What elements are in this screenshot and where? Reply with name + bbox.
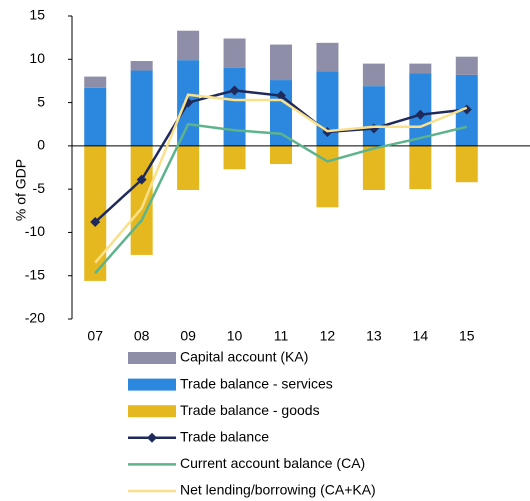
x-tick-label: 11 [274, 328, 289, 344]
x-tick-label: 15 [459, 328, 475, 344]
x-tick-label: 12 [320, 328, 336, 344]
y-tick-label: -15 [25, 266, 45, 282]
bar [270, 80, 292, 146]
bar [316, 42, 339, 72]
legend-swatch [128, 378, 176, 391]
y-tick-label: 5 [37, 93, 45, 109]
bar [409, 63, 432, 74]
legend-label: Net lending/borrowing (CA+KA) [180, 482, 376, 498]
bar [223, 145, 246, 170]
marker [147, 432, 157, 443]
bar [362, 86, 385, 146]
legend-label: Capital account (KA) [180, 349, 308, 365]
bar [316, 145, 339, 208]
legend-swatch [128, 405, 176, 418]
bar [130, 145, 153, 255]
x-tick-label: 09 [180, 328, 196, 344]
x-tick-label: 14 [413, 328, 429, 344]
bar [223, 38, 246, 68]
bar [455, 145, 478, 183]
marker [136, 174, 147, 185]
bar [84, 87, 107, 146]
bar [409, 145, 432, 190]
y-tick-label: 15 [29, 7, 45, 23]
x-tick-label: 13 [366, 328, 382, 344]
legend-label: Current account balance (CA) [180, 455, 365, 471]
marker [90, 217, 101, 228]
bar [130, 61, 153, 71]
bar [177, 30, 200, 61]
marker [229, 85, 240, 96]
y-tick-label: 0 [37, 137, 45, 153]
line [94, 122, 468, 274]
legend-label: Trade balance - services [180, 375, 333, 391]
bar [270, 145, 292, 165]
y-tick-label: -10 [25, 223, 45, 239]
bar [455, 56, 478, 75]
marker [276, 90, 286, 101]
line [94, 93, 468, 264]
marker [461, 104, 472, 115]
bar [223, 67, 246, 146]
marker [368, 123, 379, 134]
legend-swatch [128, 352, 176, 364]
bar [362, 63, 385, 87]
bar [177, 145, 200, 191]
marker [415, 109, 426, 120]
bar [362, 145, 385, 191]
y-tick-label: 10 [29, 50, 45, 66]
y-axis-title: % of GDP [13, 159, 29, 221]
legend-label: Trade balance [180, 429, 269, 445]
y-tick-label: -5 [33, 180, 46, 196]
x-tick-label: 10 [227, 328, 243, 344]
x-tick-label: 08 [134, 328, 150, 344]
bar [84, 145, 107, 281]
bar [270, 44, 292, 81]
y-tick-label: -20 [25, 310, 45, 326]
bar [130, 70, 153, 146]
legend-label: Trade balance - goods [180, 402, 320, 418]
bar [84, 76, 107, 88]
x-tick-label: 07 [87, 328, 103, 344]
